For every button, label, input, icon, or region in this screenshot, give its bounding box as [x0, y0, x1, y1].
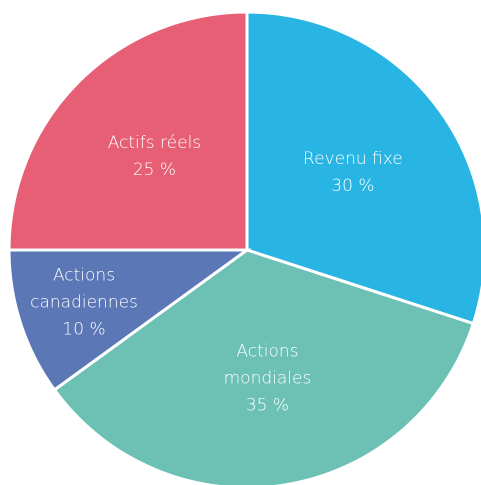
value-label: 30 %	[331, 176, 375, 197]
pie-slice	[7, 248, 252, 392]
pie-slice	[245, 10, 481, 326]
category-label: Revenu fixe	[303, 149, 403, 170]
slice-label: Actions canadiennes 10 %	[30, 262, 138, 343]
value-label: 25 %	[132, 160, 177, 181]
category-label: Actifs réels	[107, 133, 202, 154]
slice-label: Actions mondiales 35 %	[224, 339, 312, 420]
slice-label: Revenu fixe 30 %	[303, 146, 403, 200]
category-label: Actions canadiennes	[30, 265, 138, 313]
value-label: 35 %	[245, 395, 290, 416]
slice-label: Actifs réels 25 %	[108, 130, 201, 184]
category-label: Actions mondiales	[223, 341, 312, 389]
value-label: 10 %	[62, 319, 106, 340]
pie-slice	[7, 10, 249, 252]
